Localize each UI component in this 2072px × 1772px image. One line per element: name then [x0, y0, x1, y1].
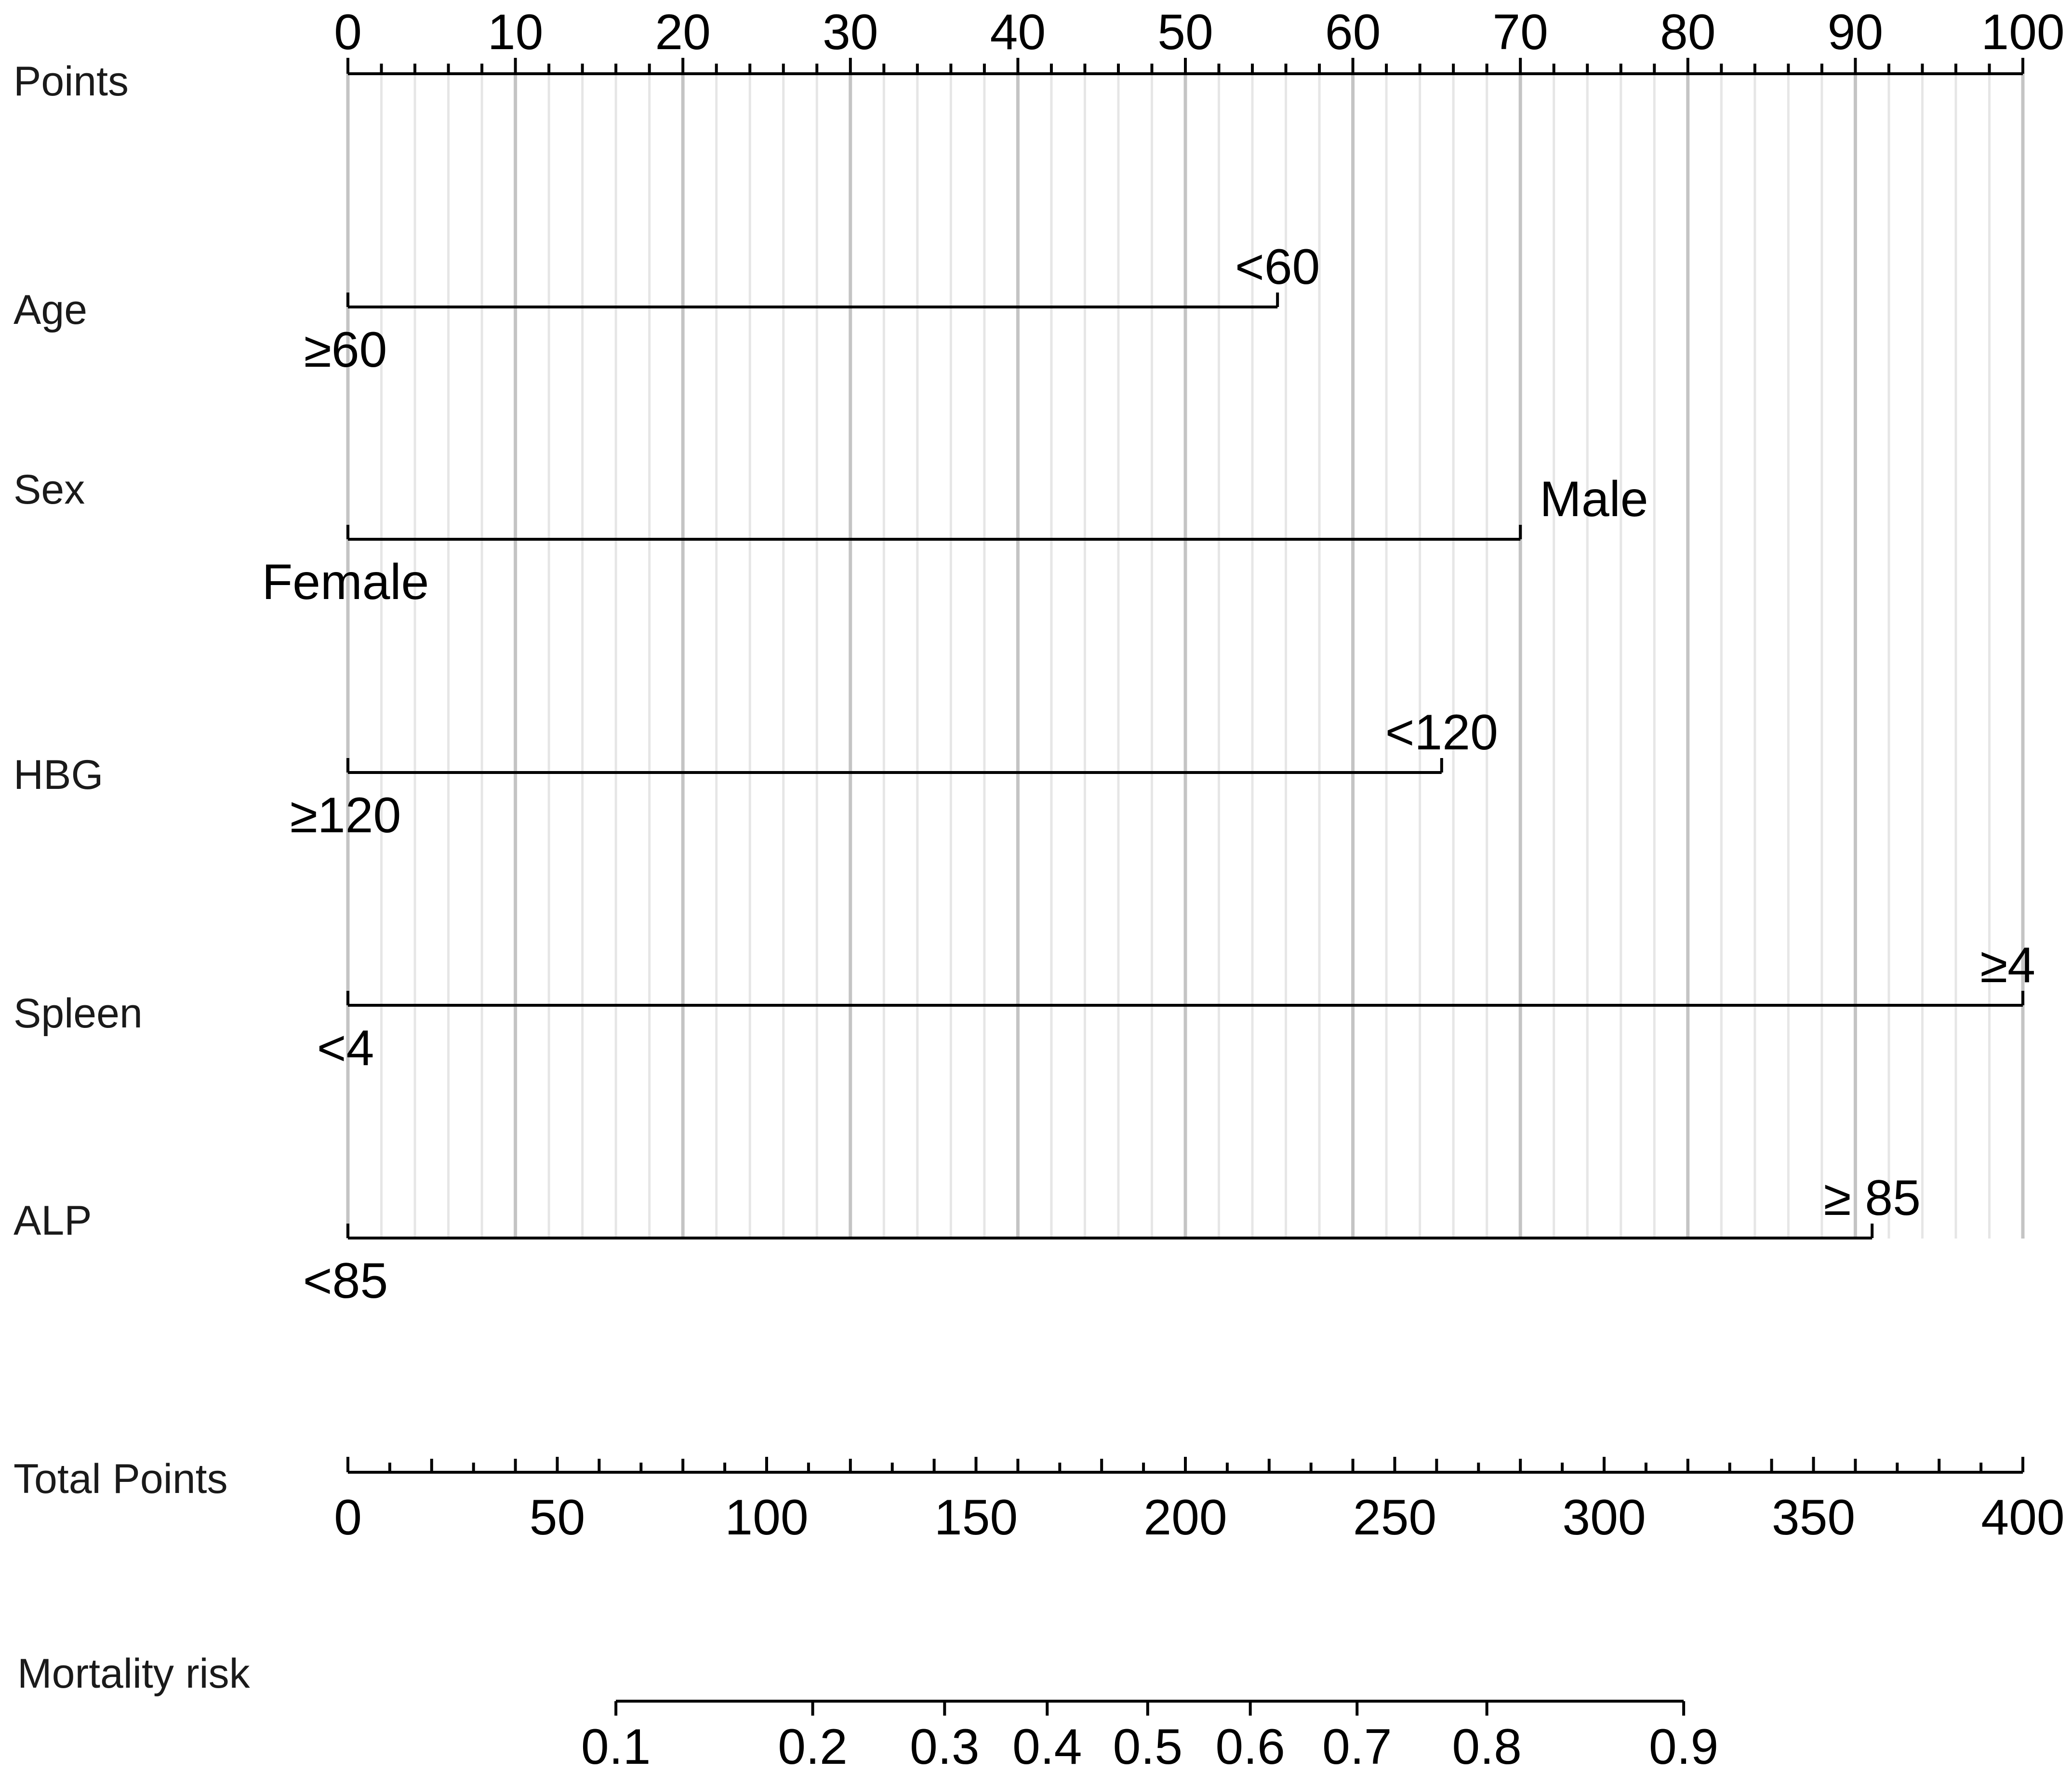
- mortality-risk-row: Mortality risk 0.1 0.2 0.3 0.4 0.5 0.6 0.7 0.8 0…: [17, 1651, 1718, 1772]
- mortality-risk-axis-tick-label: 0.2: [778, 1719, 848, 1772]
- points-axis-tick-label: 60: [1325, 4, 1381, 60]
- variable-row-spleen: Spleen <4 ≥4: [13, 937, 2035, 1076]
- variable-row-hbg: HBG ≥120 <120: [13, 705, 1498, 843]
- variable-label: Age: [13, 287, 87, 333]
- total-points-axis-tick-label: 100: [725, 1490, 809, 1546]
- mortality-risk-axis-tick-label: 0.6: [1215, 1719, 1285, 1772]
- mortality-risk-axis-tick-label: 0.3: [910, 1719, 980, 1772]
- mortality-risk-axis-tick-label: 0.8: [1452, 1719, 1522, 1772]
- variable-low-label: ≥120: [290, 787, 401, 843]
- mortality-risk-axis-tick-label: 0.1: [581, 1719, 651, 1772]
- variable-row-age: Age ≥60 <60: [13, 239, 1320, 378]
- total-points-axis-tick-label: 150: [934, 1490, 1018, 1546]
- variable-rows: Age ≥60 <60 Sex Female Male HBG ≥120 <120 Spleen <…: [13, 239, 2035, 1309]
- total-points-axis-tick-label: 400: [1981, 1490, 2065, 1546]
- variable-row-alp: ALP <85 ≥ 85: [13, 1170, 1921, 1309]
- total-points-axis-tick-label: 300: [1562, 1490, 1646, 1546]
- points-axis-tick-label: 100: [1981, 4, 2065, 60]
- total-points-axis-tick-label: 50: [530, 1490, 585, 1546]
- mortality-risk-axis-tick-label: 0.5: [1113, 1719, 1183, 1772]
- total-points-axis-tick-label: 0: [334, 1490, 362, 1546]
- points-axis-tick-label: 10: [488, 4, 544, 60]
- mortality-risk-axis-label: Mortality risk: [17, 1651, 251, 1697]
- points-axis-tick-label: 70: [1492, 4, 1548, 60]
- variable-low-label: <4: [317, 1020, 374, 1076]
- variable-low-label: <85: [303, 1253, 388, 1309]
- points-axis-tick-label: 40: [990, 4, 1046, 60]
- points-axis-tick-label: 80: [1660, 4, 1716, 60]
- mortality-risk-axis-ticks: 0.1 0.2 0.3 0.4 0.5 0.6 0.7 0.8 0.9: [581, 1701, 1719, 1772]
- variable-label: Spleen: [13, 990, 143, 1037]
- grid-lines: [346, 74, 2025, 1239]
- variable-high-label: Male: [1540, 471, 1648, 527]
- points-axis-label: Points: [13, 58, 129, 105]
- points-axis-tick-label: 90: [1828, 4, 1884, 60]
- mortality-risk-axis-tick-label: 0.9: [1649, 1719, 1719, 1772]
- points-axis-tick-label: 20: [655, 4, 711, 60]
- variable-high-label: ≥4: [1980, 937, 2035, 993]
- points-row: Points 0 10 20 30 40 50 60 70 80 90 100: [13, 4, 2065, 105]
- points-axis-ticks: 0 10 20 30 40 50 60 70 80 90 100: [334, 4, 2065, 74]
- variable-low-label: ≥60: [304, 322, 387, 378]
- points-axis-tick-label: 50: [1157, 4, 1213, 60]
- total-points-axis-label: Total Points: [13, 1456, 228, 1502]
- variable-high-label: ≥ 85: [1823, 1170, 1921, 1226]
- total-points-axis-tick-label: 250: [1353, 1490, 1437, 1546]
- variable-label: HBG: [13, 752, 103, 798]
- variable-row-sex: Sex Female Male: [13, 466, 1648, 610]
- mortality-risk-axis-tick-label: 0.7: [1322, 1719, 1392, 1772]
- variable-label: ALP: [13, 1198, 92, 1244]
- mortality-risk-axis-tick-label: 0.4: [1012, 1719, 1082, 1772]
- points-axis-tick-label: 0: [334, 4, 362, 60]
- total-points-axis-tick-label: 350: [1772, 1490, 1856, 1546]
- variable-high-label: <120: [1385, 705, 1498, 760]
- variable-high-label: <60: [1235, 239, 1320, 295]
- total-points-axis-tick-label: 200: [1143, 1490, 1227, 1546]
- points-axis-tick-label: 30: [823, 4, 878, 60]
- total-points-row: Total Points 0 50 100 150 200 250 300 350 400: [13, 1456, 2065, 1546]
- variable-low-label: Female: [262, 554, 429, 610]
- total-points-axis-ticks: 0 50 100 150 200 250 300 350 400: [334, 1457, 2065, 1546]
- variable-label: Sex: [13, 466, 85, 513]
